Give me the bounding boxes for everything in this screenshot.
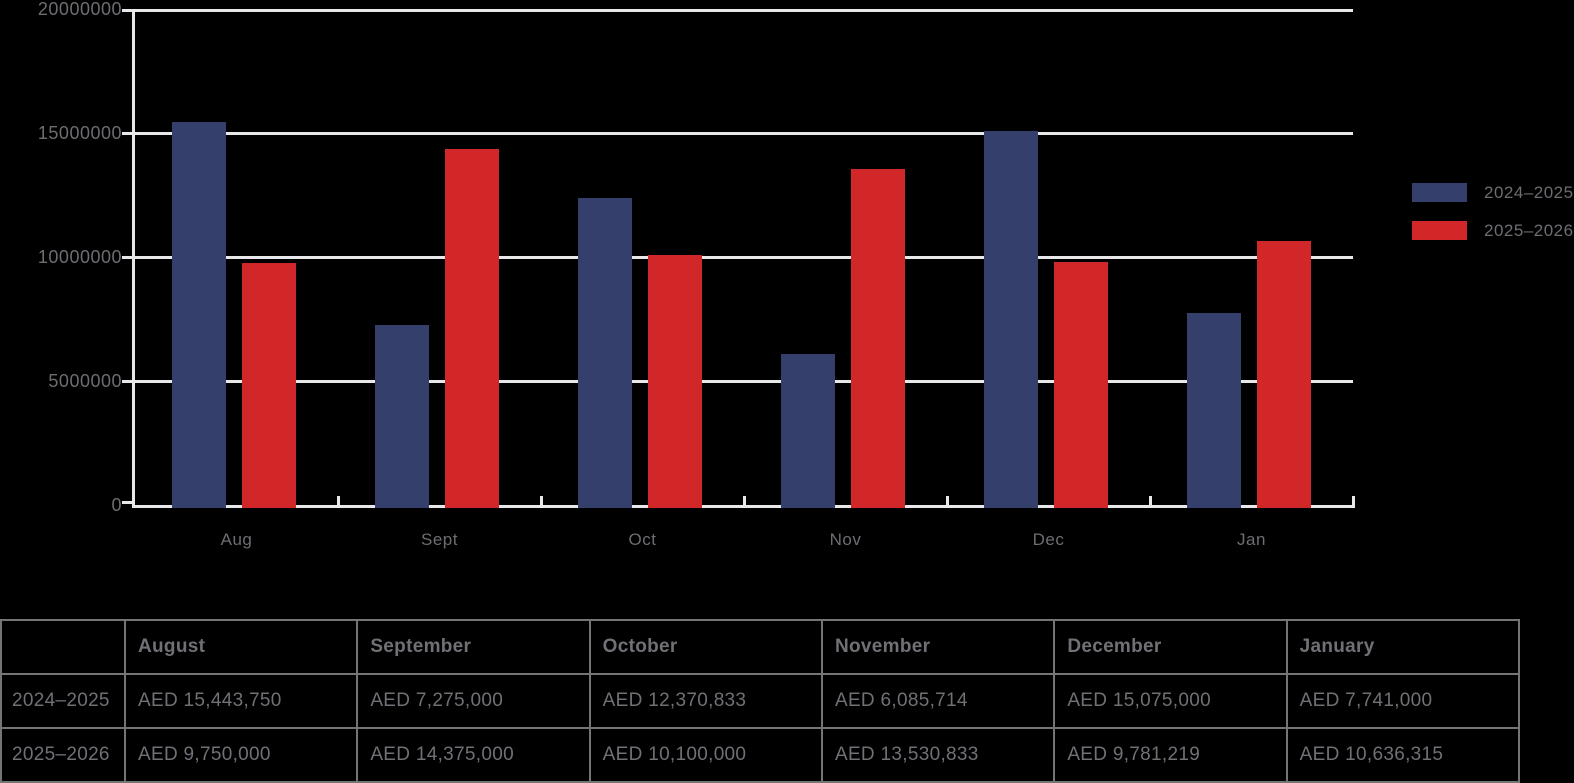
table-row-label: 2025–2026: [0, 727, 126, 783]
x-axis-tick: [336, 496, 340, 508]
table-value-cell: AED 13,530,833: [820, 727, 1056, 783]
legend-item: 2024–2025: [1412, 183, 1574, 202]
table-month-header: January: [1285, 619, 1521, 675]
bar-2024-2025-aug: [172, 122, 226, 508]
table-value-cell: AED 10,100,000: [588, 727, 823, 783]
y-axis-tick-label: 10000000: [37, 247, 122, 267]
x-axis-category-label: Sept: [421, 530, 458, 549]
table-value-cell: AED 9,781,219: [1053, 727, 1288, 783]
bar-2025-2026-nov: [851, 169, 905, 508]
x-axis-category-label: Aug: [220, 530, 253, 549]
legend-label: 2025–2026: [1484, 220, 1574, 240]
y-axis-tick: [122, 379, 132, 383]
table-value-cell: AED 7,741,000: [1285, 673, 1521, 729]
y-axis-tick: [122, 9, 132, 12]
x-axis-tick: [539, 496, 543, 508]
y-axis-tick-label: 0: [111, 495, 122, 515]
x-axis-tick: [945, 496, 949, 508]
y-axis-tick-label: 20000000: [37, 0, 122, 19]
legend-swatch: [1412, 221, 1467, 240]
table-value-cell: AED 14,375,000: [356, 727, 591, 783]
y-axis-line: [132, 9, 135, 508]
bar-2025-2026-jan: [1257, 241, 1311, 508]
table-month-header: December: [1053, 619, 1288, 675]
bar-2025-2026-sept: [445, 148, 499, 508]
table-month-header: October: [588, 619, 823, 675]
legend-swatch: [1412, 183, 1467, 202]
gridline: [135, 379, 1353, 383]
table-value-cell: AED 15,075,000: [1053, 673, 1288, 729]
table-row: 2025–2026 AED 9,750,000 AED 14,375,000 AED …: [0, 727, 1521, 783]
gridline: [135, 255, 1353, 259]
bar-2024-2025-nov: [781, 354, 835, 508]
table-value-cell: AED 10,636,315: [1285, 727, 1521, 783]
table-value-cell: AED 12,370,833: [588, 673, 823, 729]
table-row-label: 2024–2025: [0, 673, 126, 729]
gridline: [135, 9, 1353, 12]
y-axis-tick-label: 15000000: [37, 123, 122, 143]
x-axis-category-label: Oct: [628, 530, 657, 549]
x-axis-category-label: Dec: [1032, 530, 1065, 549]
chart-legend: 2024–2025 2025–2026: [1412, 183, 1574, 259]
table-body: 2024–2025 AED 15,443,750 AED 7,275,000 AED …: [0, 673, 1521, 783]
x-axis-tick: [742, 496, 746, 508]
y-axis-tick: [122, 500, 132, 504]
bar-2025-2026-oct: [648, 254, 702, 508]
table-month-header: August: [123, 619, 359, 675]
x-axis-category-label: Jan: [1237, 530, 1266, 549]
legend-item: 2025–2026: [1412, 221, 1574, 240]
table-header-row: August September October November December Ja…: [0, 619, 1521, 675]
bar-2024-2025-dec: [984, 131, 1038, 508]
table-value-cell: AED 9,750,000: [123, 727, 359, 783]
chart-plot-area: [122, 9, 1355, 508]
bar-2024-2025-sept: [375, 324, 429, 508]
table-corner-cell: [0, 619, 126, 675]
y-axis-tick: [122, 131, 132, 135]
legend-label: 2024–2025: [1484, 182, 1574, 202]
x-axis-tick: [1148, 496, 1152, 508]
gridline: [135, 131, 1353, 135]
bar-2024-2025-oct: [578, 198, 632, 508]
data-table: August September October November December Ja…: [0, 619, 1521, 783]
table-month-header: September: [356, 619, 591, 675]
table-header: August September October November December Ja…: [0, 619, 1521, 675]
table-value-cell: AED 15,443,750: [123, 673, 359, 729]
table-row: 2024–2025 AED 15,443,750 AED 7,275,000 AED …: [0, 673, 1521, 729]
bar-2025-2026-aug: [242, 263, 296, 508]
bar-2025-2026-dec: [1054, 262, 1108, 508]
table-month-header: November: [820, 619, 1056, 675]
y-axis-tick: [122, 255, 132, 259]
bar-2024-2025-jan: [1187, 313, 1241, 508]
x-axis-category-label: Nov: [829, 530, 862, 549]
x-axis-tick: [1351, 496, 1355, 508]
table-value-cell: AED 6,085,714: [820, 673, 1056, 729]
table-value-cell: AED 7,275,000: [356, 673, 591, 729]
y-axis-tick-label: 5000000: [48, 371, 122, 391]
